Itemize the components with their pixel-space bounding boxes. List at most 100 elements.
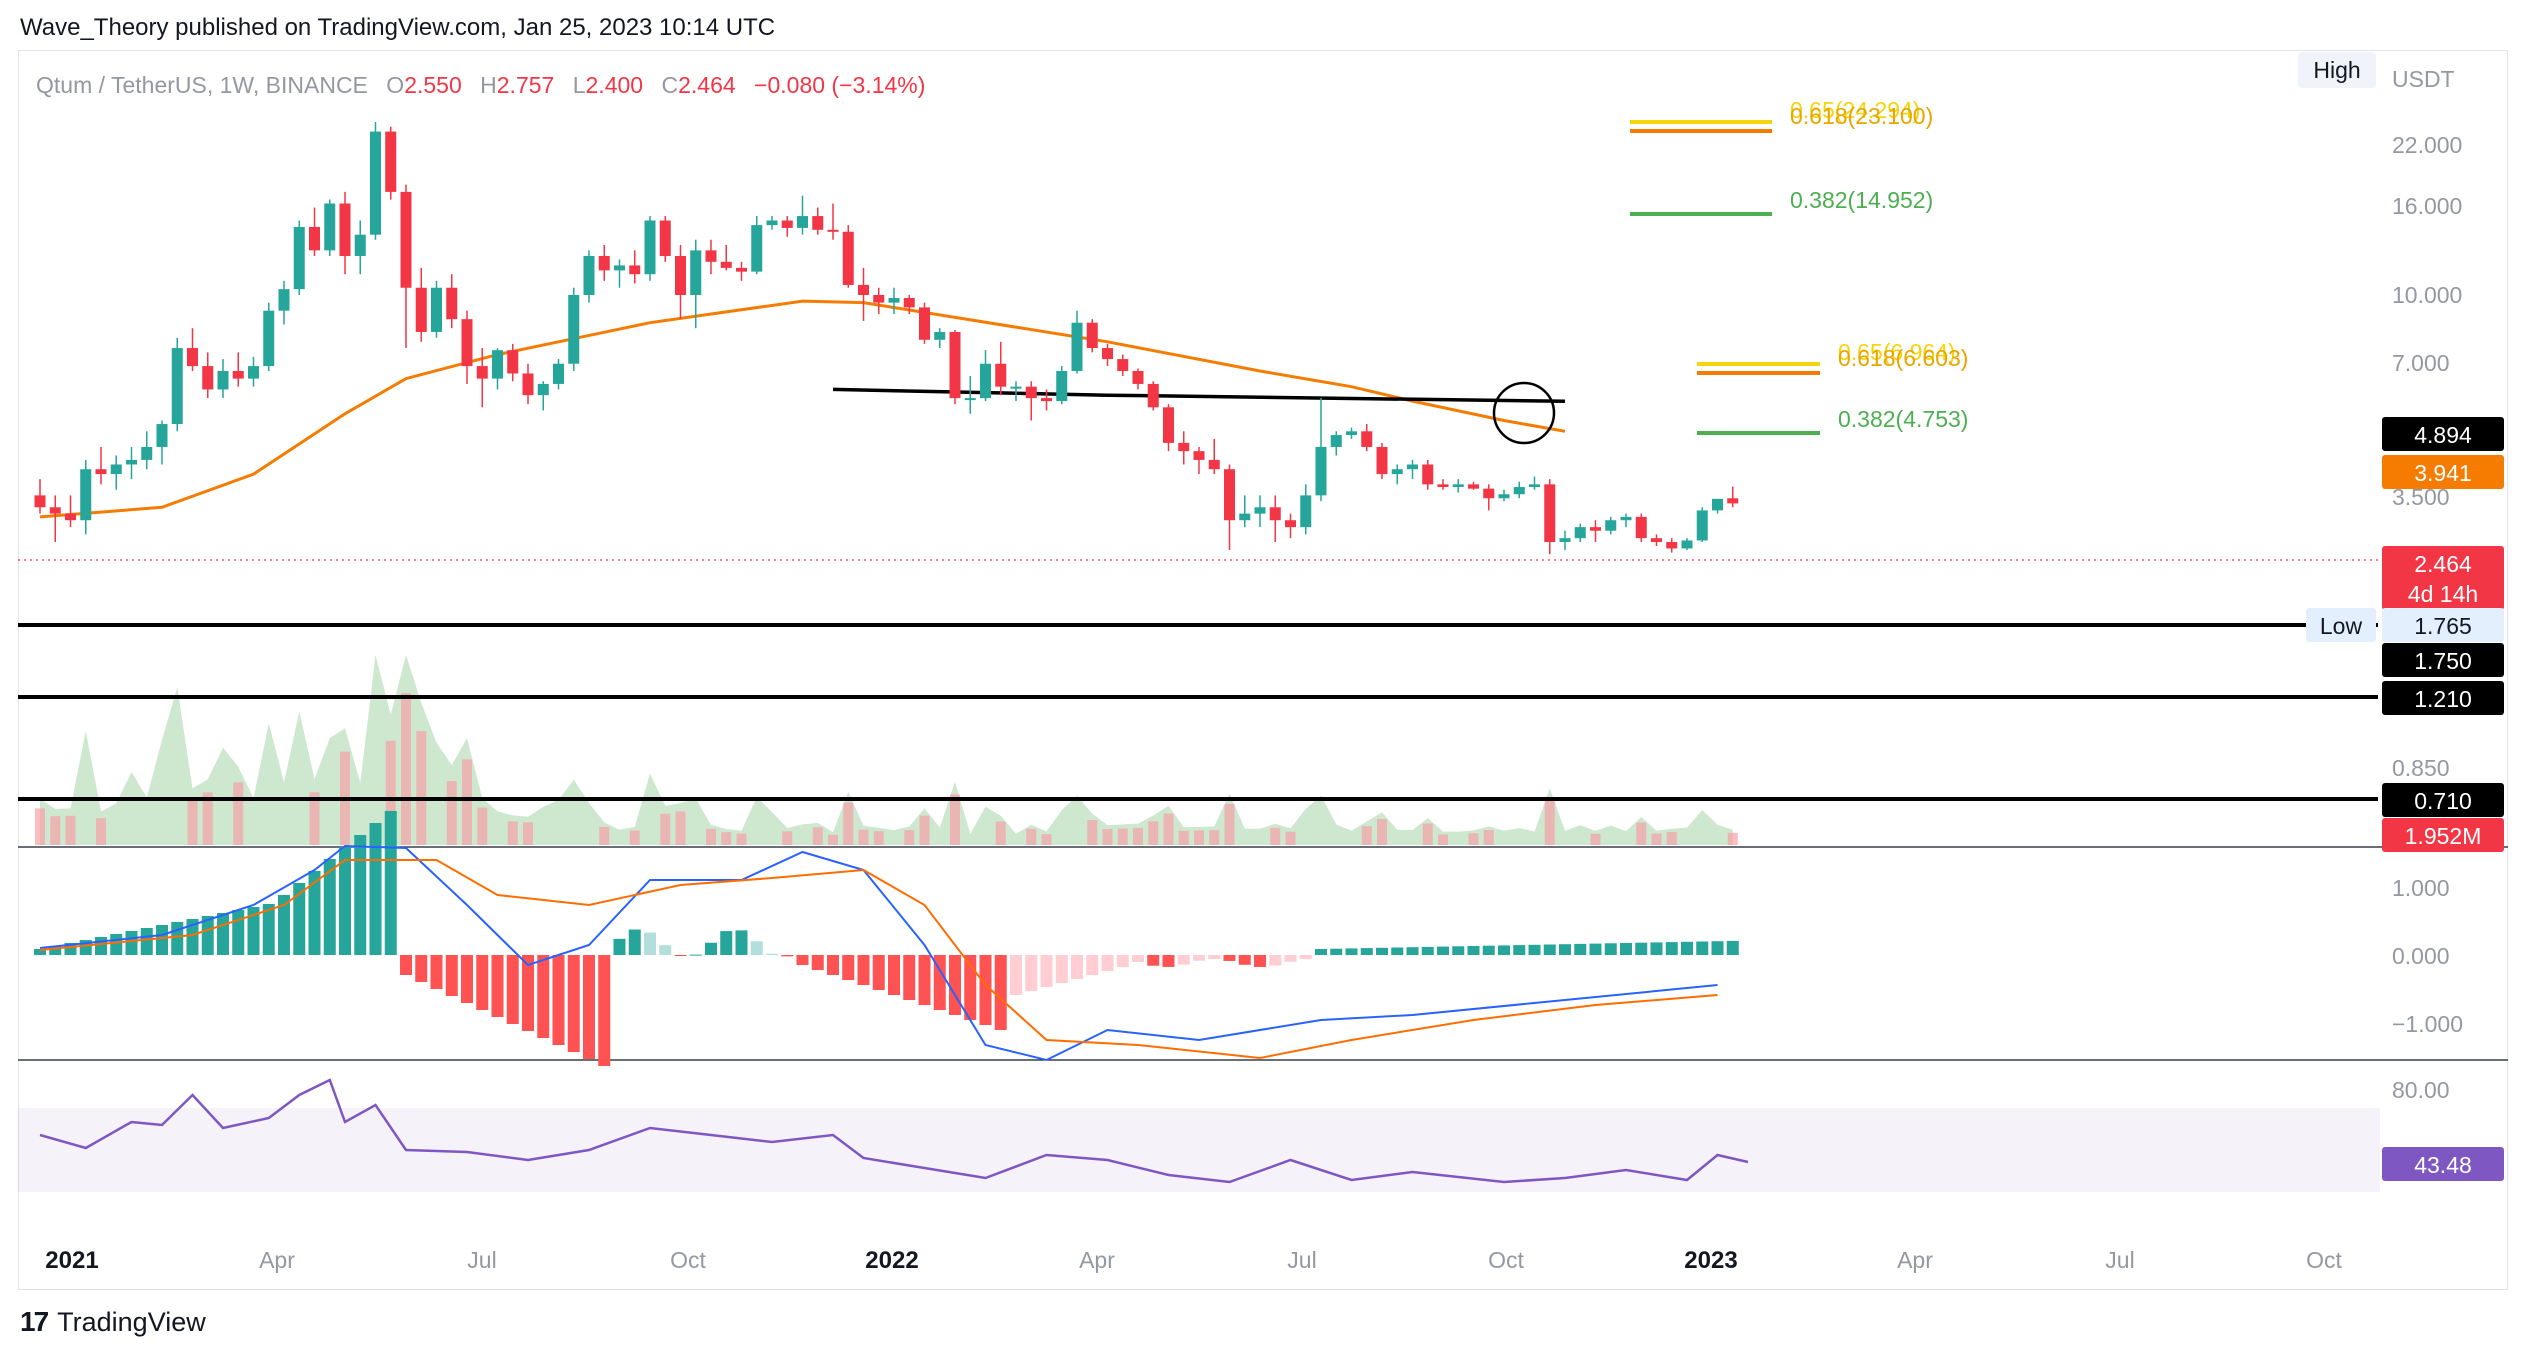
macd-histogram-bar bbox=[369, 823, 382, 955]
candle bbox=[934, 328, 946, 349]
candle bbox=[34, 479, 46, 514]
candle-body bbox=[1330, 435, 1342, 447]
volume-bar bbox=[1377, 818, 1387, 845]
macd-histogram-bar bbox=[1025, 955, 1038, 991]
candle bbox=[1651, 534, 1662, 546]
volume-bar bbox=[1178, 830, 1189, 845]
candle bbox=[1010, 381, 1022, 402]
volume-bar bbox=[1438, 834, 1448, 845]
candle-body bbox=[1361, 431, 1373, 447]
currency-label[interactable]: USDT bbox=[2392, 66, 2455, 92]
candle-body bbox=[1712, 498, 1723, 511]
candle-body bbox=[1102, 348, 1113, 360]
candle bbox=[568, 287, 580, 371]
volume-bar bbox=[416, 731, 427, 845]
macd-histogram-bar bbox=[1269, 955, 1282, 966]
volume-bar bbox=[1163, 813, 1174, 845]
candle bbox=[629, 250, 641, 284]
macd-histogram-bar bbox=[1299, 955, 1312, 960]
x-tick-label: Jul bbox=[467, 1247, 496, 1273]
macd-histogram-bar bbox=[1543, 944, 1556, 955]
ema-price-badge: 3.941 bbox=[2414, 460, 2472, 486]
candle bbox=[781, 216, 793, 237]
macd-histogram-bar bbox=[1330, 948, 1343, 955]
fib-level-label: 0.382(14.952) bbox=[1790, 187, 1933, 213]
candle bbox=[797, 195, 808, 235]
candle bbox=[949, 330, 961, 405]
macd-histogram-bar bbox=[1635, 942, 1648, 955]
candle-body bbox=[1010, 386, 1022, 389]
macd-histogram-bar bbox=[1665, 942, 1678, 955]
candle-body bbox=[461, 319, 473, 367]
volume-bar bbox=[462, 759, 472, 845]
candle-body bbox=[278, 289, 290, 311]
macd-histogram-bar bbox=[430, 955, 443, 989]
candle-body bbox=[1224, 469, 1235, 521]
candle bbox=[1620, 513, 1632, 528]
candle-body bbox=[1132, 370, 1144, 384]
candle bbox=[1346, 427, 1357, 439]
candle-body bbox=[919, 307, 930, 340]
candle-body bbox=[187, 348, 198, 367]
tradingview-logo[interactable]: 17 TradingView bbox=[20, 1306, 206, 1338]
candle-body bbox=[1300, 495, 1312, 528]
macd-histogram-bar bbox=[735, 930, 748, 955]
candle bbox=[1361, 424, 1373, 452]
macd-histogram-bar bbox=[339, 847, 351, 955]
volume-bar bbox=[995, 821, 1006, 845]
candle bbox=[1147, 381, 1159, 411]
macd-histogram-bar bbox=[979, 955, 992, 1025]
candle bbox=[1025, 381, 1037, 421]
chart-frame bbox=[18, 50, 2508, 1290]
candle bbox=[1468, 481, 1479, 490]
volume-bar bbox=[1026, 828, 1037, 845]
candle-body bbox=[1193, 451, 1205, 460]
candle-body bbox=[995, 363, 1007, 387]
y-tick-label: 7.000 bbox=[2392, 350, 2450, 376]
volume-bar bbox=[309, 792, 320, 845]
volume-badge-bg bbox=[2382, 818, 2504, 852]
candle bbox=[1666, 538, 1678, 553]
candle-body bbox=[110, 464, 122, 475]
candle bbox=[1529, 476, 1540, 490]
candle-body bbox=[34, 495, 46, 508]
candle-body bbox=[614, 265, 625, 271]
candle bbox=[919, 302, 930, 344]
candle bbox=[766, 216, 778, 230]
macd-histogram-bar bbox=[598, 955, 611, 1066]
volume-bar bbox=[1361, 826, 1372, 845]
candle bbox=[263, 302, 275, 371]
candle bbox=[888, 287, 900, 315]
candle bbox=[217, 359, 229, 399]
support-badge-bg bbox=[2382, 643, 2504, 677]
candle bbox=[675, 244, 686, 320]
candle bbox=[751, 216, 763, 275]
macd-histogram-bar bbox=[720, 931, 733, 955]
sma-price-badge-bg bbox=[2382, 417, 2504, 451]
rsi-badge-bg bbox=[2382, 1147, 2504, 1181]
volume-badge: 1.952M bbox=[2405, 823, 2482, 849]
candle-body bbox=[1117, 359, 1129, 371]
volume-bar bbox=[812, 827, 823, 845]
y-tick-label: 0.850 bbox=[2392, 755, 2450, 781]
candle-body bbox=[1529, 484, 1540, 488]
macd-histogram-bar bbox=[872, 955, 885, 990]
symbol-name[interactable]: Qtum / TetherUS, 1W, BINANCE bbox=[36, 72, 368, 98]
volume-bar bbox=[1544, 799, 1555, 845]
macd-histogram-bar bbox=[567, 955, 580, 1052]
volume-bar bbox=[477, 807, 488, 845]
candle-body bbox=[766, 220, 778, 226]
volume-area bbox=[40, 655, 1733, 845]
volume-bar bbox=[675, 811, 686, 845]
high-button[interactable]: High bbox=[2298, 52, 2376, 88]
candle-body bbox=[1574, 527, 1586, 539]
macd-histogram-bar bbox=[262, 904, 275, 955]
y-tick-label: 22.000 bbox=[2392, 132, 2462, 158]
candle-body bbox=[1666, 542, 1678, 549]
volume-bar bbox=[1041, 834, 1052, 845]
macd-histogram-bar bbox=[232, 910, 245, 955]
candle bbox=[720, 244, 732, 271]
candle bbox=[827, 203, 839, 240]
macd-histogram-bar bbox=[186, 919, 199, 955]
